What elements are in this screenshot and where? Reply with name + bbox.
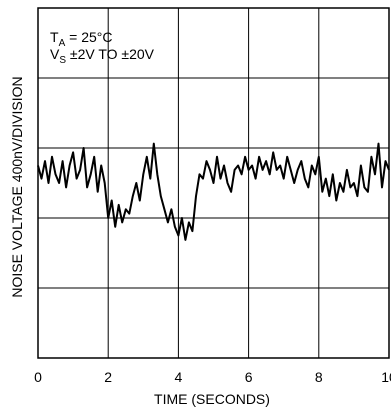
x-tick-label: 6 (245, 369, 253, 385)
x-tick-label: 8 (315, 369, 323, 385)
x-tick-label: 10 (381, 369, 391, 385)
noise-trace (37, 142, 390, 241)
x-tick-labels: 0 2 4 6 8 10 (34, 369, 391, 385)
x-axis-label: TIME (SECONDS) (154, 391, 270, 407)
x-tick-label: 2 (104, 369, 112, 385)
grid-lines (38, 8, 389, 358)
annotation-ta: TA = 25°C (50, 29, 112, 49)
x-tick-label: 0 (34, 369, 42, 385)
y-axis-label: NOISE VOLTAGE 400nV/DIVISION (9, 76, 25, 297)
annotation-vs: VS ±2V TO ±20V (50, 46, 155, 66)
x-tick-label: 4 (175, 369, 183, 385)
plot-frame (37, 7, 390, 359)
